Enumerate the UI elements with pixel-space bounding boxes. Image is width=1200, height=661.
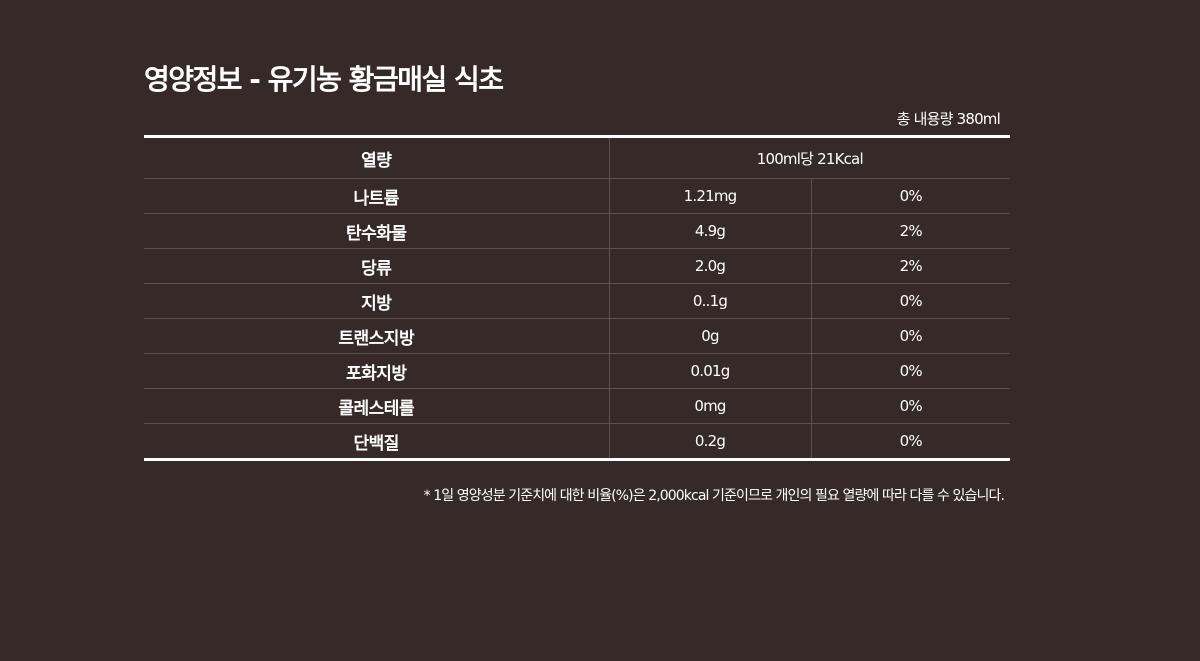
nutrient-percent: 0%	[810, 388, 1011, 424]
footnote: * 1일 영양성분 기준치에 대한 비율(%)은 2,000kcal 기준이므로…	[423, 488, 1005, 504]
table-row: 트랜스지방 0g 0%	[144, 318, 1011, 354]
nutrient-name: 탄수화물	[144, 213, 609, 249]
nutrient-percent: 0%	[810, 423, 1011, 460]
table-row: 콜레스테롤 0mg 0%	[144, 388, 1011, 424]
nutrient-amount: 4.9g	[608, 213, 811, 249]
nutrient-amount: 0.01g	[608, 353, 811, 389]
nutrient-amount: 0mg	[608, 388, 811, 424]
table-row: 당류 2.0g 2%	[144, 248, 1011, 284]
nutrient-amount: 1.21mg	[608, 178, 811, 214]
nutrient-percent: 2%	[810, 213, 1011, 249]
nutrient-percent: 0%	[810, 178, 1011, 214]
page-title: 영양정보 - 유기농 황금매실 식초	[144, 63, 504, 96]
table-row: 지방 0..1g 0%	[144, 283, 1011, 319]
nutrient-name: 당류	[144, 248, 609, 284]
nutrient-name: 지방	[144, 283, 609, 319]
table-row: 탄수화물 4.9g 2%	[144, 213, 1011, 249]
nutrient-name: 트랜스지방	[144, 318, 609, 354]
nutrient-amount: 0..1g	[608, 283, 811, 319]
nutrient-name: 콜레스테롤	[144, 388, 609, 424]
nutrient-name: 나트륨	[144, 178, 609, 214]
nutrient-amount: 0.2g	[608, 423, 811, 460]
nutrient-name: 열량	[361, 150, 392, 171]
energy-value: 100ml당 21Kcal	[608, 136, 1011, 179]
table-row-energy: 열량 100ml당 21Kcal	[144, 136, 1011, 179]
nutrition-table: 열량 100ml당 21Kcal 나트륨 1.21mg 0% 탄수화물 4.9g…	[144, 135, 1011, 461]
table-row: 단백질 0.2g 0%	[144, 423, 1011, 460]
table-row: 나트륨 1.21mg 0%	[144, 178, 1011, 214]
nutrient-name: 포화지방	[144, 353, 609, 389]
nutrient-percent: 0%	[810, 318, 1011, 354]
nutrient-percent: 0%	[810, 353, 1011, 389]
nutrient-amount: 2.0g	[608, 248, 811, 284]
table-row: 포화지방 0.01g 0%	[144, 353, 1011, 389]
nutrient-name: 단백질	[144, 423, 609, 460]
nutrient-amount: 0g	[608, 318, 811, 354]
nutrient-percent: 2%	[810, 248, 1011, 284]
total-volume: 총 내용량 380ml	[896, 110, 1001, 128]
nutrient-percent: 0%	[810, 283, 1011, 319]
